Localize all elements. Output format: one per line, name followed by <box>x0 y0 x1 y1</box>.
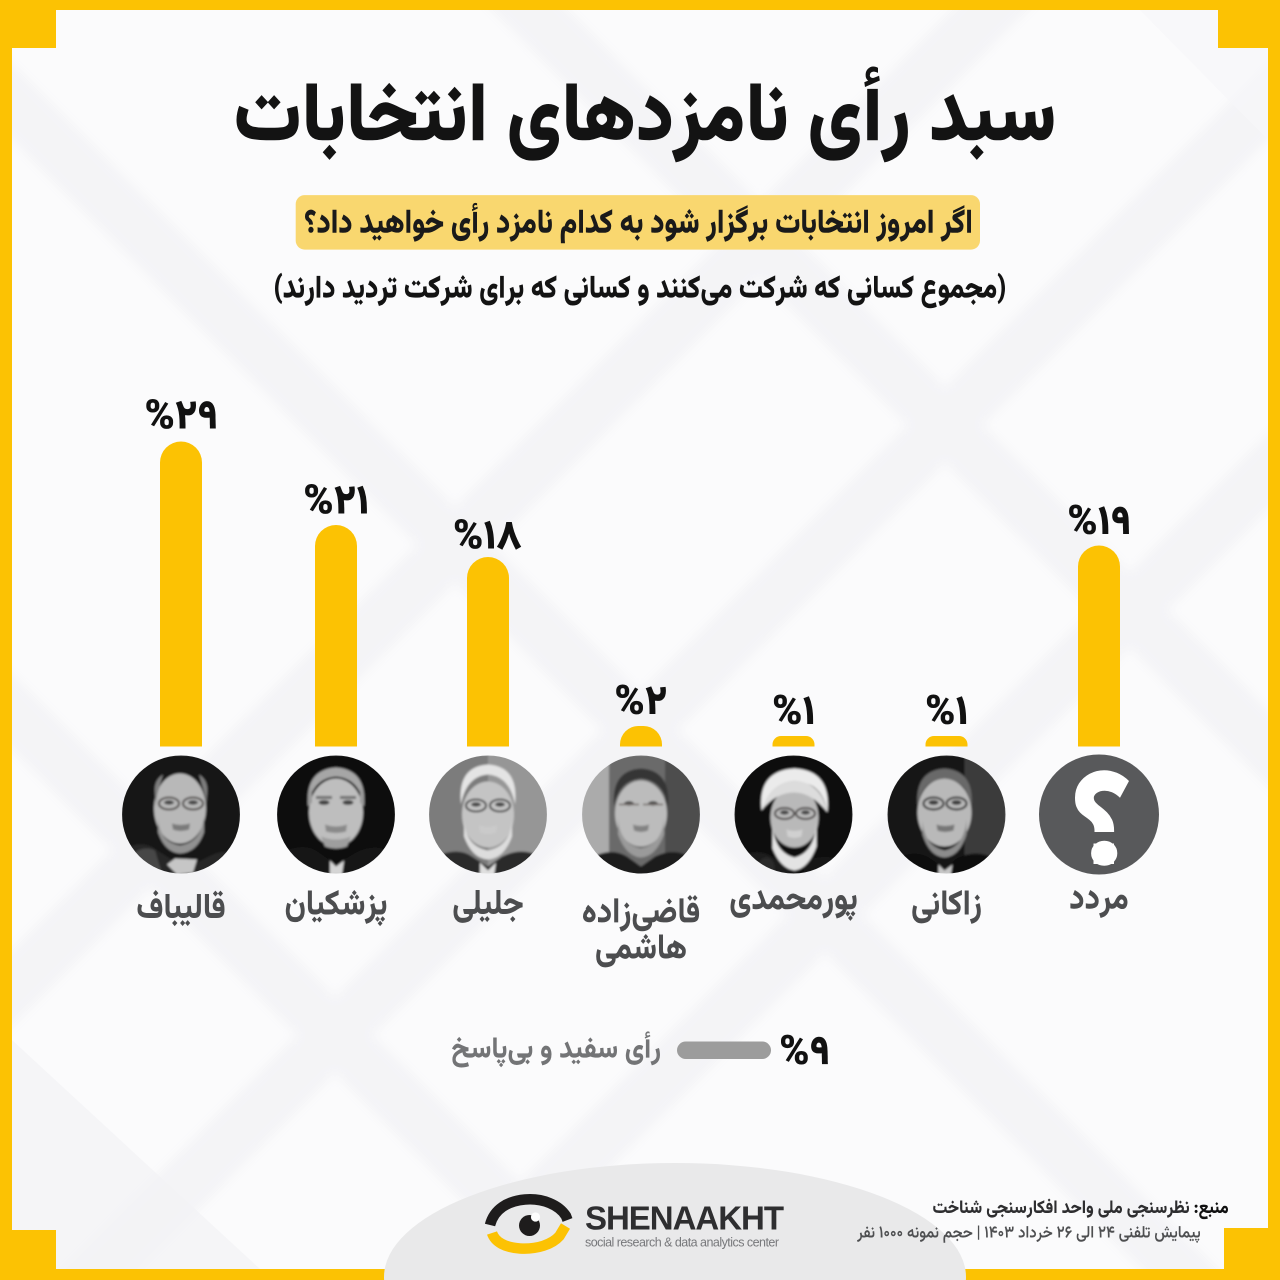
svg-text:SHENAAKHT: SHENAAKHT <box>585 1200 784 1237</box>
svg-text:social research & data analyti: social research & data analytics center <box>585 1236 779 1250</box>
